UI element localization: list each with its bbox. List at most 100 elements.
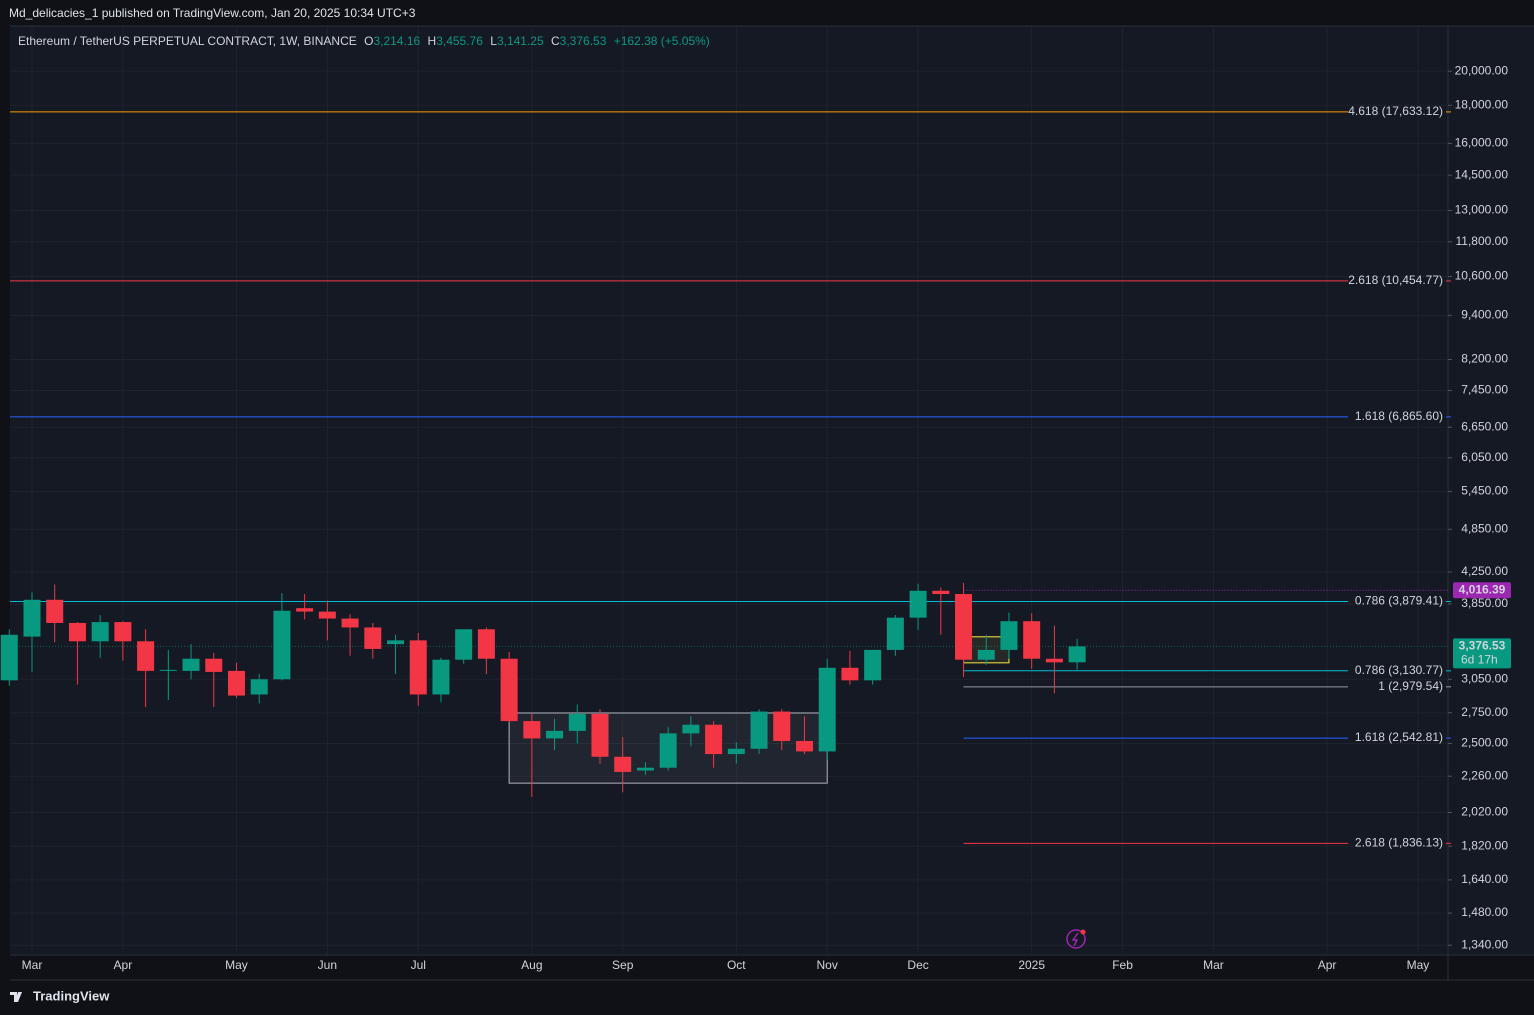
candle-body [841, 667, 859, 681]
candle-body [159, 669, 177, 671]
candle-body [0, 634, 18, 681]
y-tick-label: 1,480.00 [1461, 905, 1508, 919]
candle-body [137, 641, 155, 671]
y-tick-label: 7,450.00 [1461, 383, 1508, 397]
fib-label: 1 (2,979.54) [1378, 679, 1443, 693]
candle-body [318, 611, 336, 619]
y-tick-label: 6,050.00 [1461, 450, 1508, 464]
y-tick-label: 2,260.00 [1461, 768, 1508, 782]
candle-body [977, 649, 995, 660]
candle-body [932, 590, 950, 595]
price-axis [1448, 26, 1534, 955]
icon [1066, 929, 1086, 949]
chart-pane [10, 26, 1448, 955]
x-tick-label: Jul [411, 958, 426, 972]
candle-body [182, 658, 200, 671]
candle-body [387, 640, 405, 645]
candle-body [364, 627, 382, 649]
candle-body [1023, 621, 1041, 659]
candle-body [227, 670, 245, 696]
legend: Ethereum / TetherUS PERPETUAL CONTRACT, … [18, 34, 710, 48]
fib-label: 4.618 (17,633.12) [1348, 104, 1443, 118]
fib-label: 1.618 (6,865.60) [1355, 409, 1443, 423]
candle-body [795, 740, 813, 752]
y-tick-label: 4,250.00 [1461, 564, 1508, 578]
x-tick-label: Feb [1112, 958, 1133, 972]
candle-body [68, 622, 86, 642]
candle-body [864, 649, 882, 681]
candle-body [341, 618, 359, 628]
candle-body [1045, 658, 1063, 663]
price-countdown: 6d 17h [1461, 653, 1498, 667]
y-tick-label: 10,600.00 [1455, 269, 1509, 283]
plot: 20,000.00 18,000.00 16,000.00 14,500.00 13,0… [0, 26, 1511, 972]
y-tick-label: 2,750.00 [1461, 705, 1508, 719]
footer: TradingView [33, 988, 110, 1003]
y-tick-label: 4,850.00 [1461, 521, 1508, 535]
candle-body [114, 622, 132, 642]
legend-value: 3,455.76 [436, 34, 483, 48]
y-tick-label: 20,000.00 [1455, 63, 1509, 77]
x-tick-label: May [1407, 958, 1430, 972]
y-tick-label: 2,500.00 [1461, 736, 1508, 750]
candle-body [659, 733, 677, 768]
candle-body [614, 756, 632, 772]
icon [1080, 929, 1086, 935]
x-tick-label: Mar [1203, 958, 1224, 972]
legend-value: 3,214.16 [373, 34, 420, 48]
y-tick-label: 14,500.00 [1455, 167, 1509, 181]
candle-body [955, 594, 973, 660]
candle-body [432, 659, 450, 695]
candle-body [273, 610, 291, 680]
candle-body [705, 724, 723, 755]
x-tick-label: Dec [907, 958, 928, 972]
candle-body [773, 711, 791, 741]
x-tick-label: Jun [318, 958, 337, 972]
candle-body [205, 658, 223, 672]
y-tick-label: 5,450.00 [1461, 484, 1508, 498]
legend-key: H [428, 34, 437, 48]
y-tick-label: 13,000.00 [1455, 203, 1509, 217]
legend-symbol: Ethereum / TetherUS PERPETUAL CONTRACT, … [18, 34, 357, 48]
y-tick-label: 3,050.00 [1461, 671, 1508, 685]
price-tag [1453, 638, 1511, 669]
candle-body [23, 599, 41, 637]
candle-body [523, 721, 541, 739]
legend-key: C [551, 34, 560, 48]
icon [1071, 932, 1079, 947]
price-tag-label: 3,376.53 [1459, 639, 1506, 653]
legend-value: 3,376.53 [560, 34, 607, 48]
x-tick-label: Apr [114, 958, 133, 972]
candle-body [750, 711, 768, 749]
header: Md_delicacies_1 published on TradingView… [9, 6, 416, 20]
candle-body [46, 599, 64, 623]
candle-body [455, 629, 473, 660]
fib-label: 1.618 (2,542.81) [1355, 730, 1443, 744]
y-tick-label: 16,000.00 [1455, 136, 1509, 150]
fib-label: 0.786 (3,130.77) [1355, 663, 1443, 677]
candle-body [296, 608, 314, 612]
x-tick-label: Apr [1318, 958, 1337, 972]
legend-value: 3,141.25 [497, 34, 544, 48]
candle-body [727, 748, 745, 755]
candle-body [886, 617, 904, 650]
candle-body [500, 658, 518, 722]
icon [1066, 929, 1086, 949]
marker-tag [1453, 582, 1511, 599]
y-tick-label: 1,820.00 [1461, 838, 1508, 852]
legend-change: +162.38 (+5.05%) [614, 34, 710, 48]
x-tick-label: May [225, 958, 248, 972]
candle-body [477, 629, 495, 659]
y-tick-label: 8,200.00 [1461, 352, 1508, 366]
candle-body [409, 640, 427, 695]
candle-body [818, 667, 836, 752]
candle-body [591, 713, 609, 757]
y-tick-label: 11,800.00 [1456, 234, 1509, 248]
candle-body [1000, 621, 1018, 650]
y-tick-label: 1,340.00 [1461, 937, 1508, 951]
x-tick-label: Oct [727, 958, 746, 972]
candle-body [909, 590, 927, 618]
candle-body [91, 622, 109, 642]
legend-key: O [364, 34, 373, 48]
